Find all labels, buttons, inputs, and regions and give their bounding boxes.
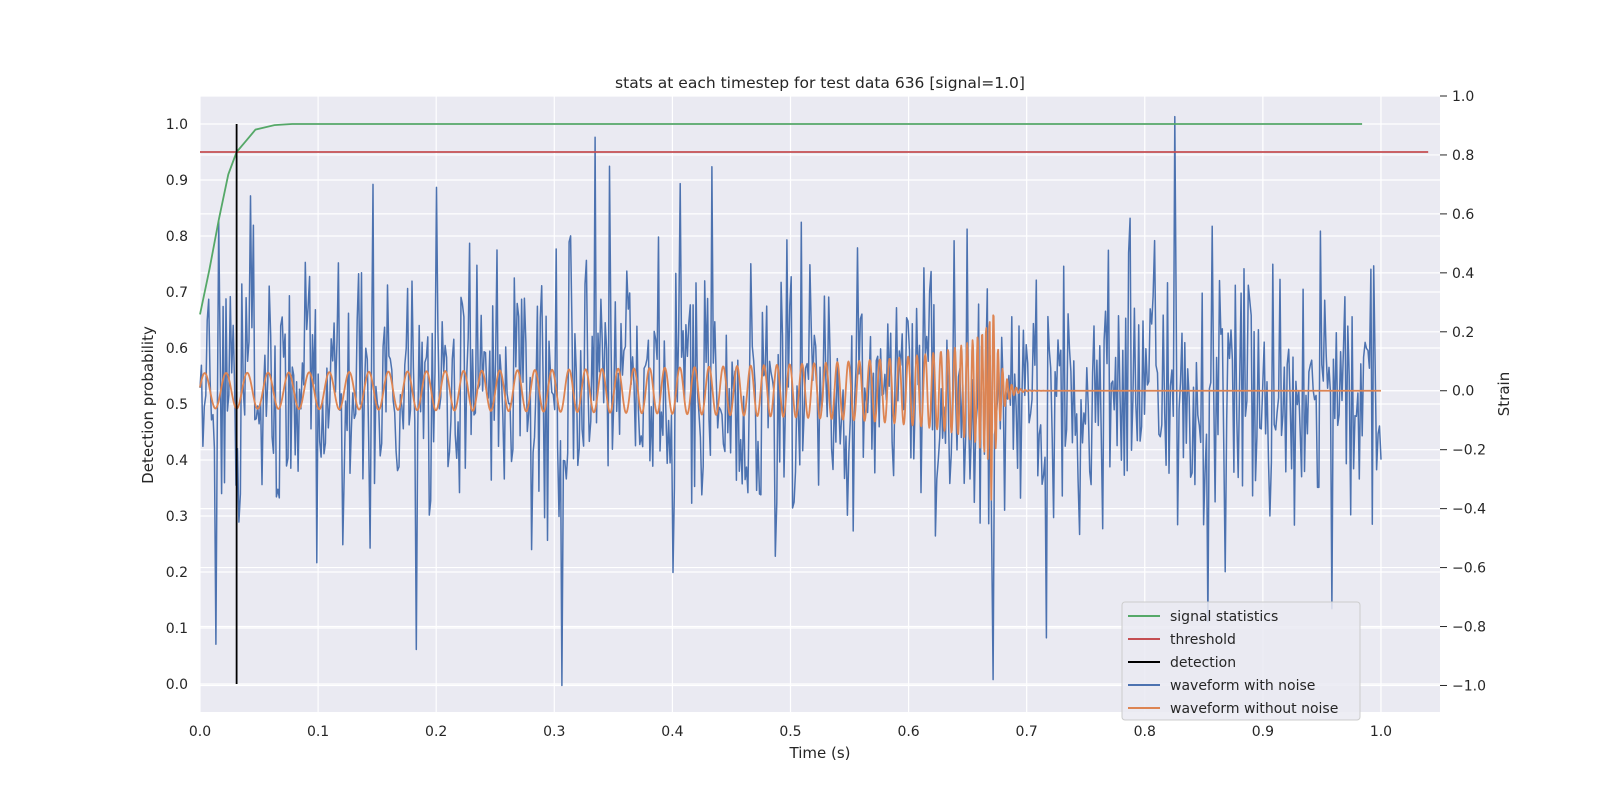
legend-label-signal: signal statistics [1170,609,1278,625]
x-tick-label: 1.0 [1370,724,1392,740]
y-right-tick-label: 1.0 [1452,89,1474,105]
y-left-tick-label: 0.8 [166,229,188,245]
y-right-tick-label: 0.2 [1452,325,1474,341]
x-tick-label: 0.8 [1134,724,1156,740]
series-waveform-with-noise [199,115,1382,687]
y-left-tick-label: 0.2 [166,565,188,581]
y-left-tick-label: 1.0 [166,117,188,133]
x-tick-label: 0.1 [307,724,329,740]
y-right-tick-label: 0.6 [1452,207,1474,223]
legend-box [1121,601,1361,721]
x-ticks: 0.0 0.1 0.2 0.3 0.4 0.5 0.6 0.7 0.8 0.9 1.0 [189,724,1392,740]
legend-label-noisy: waveform with noise [1170,678,1315,694]
y-right-tick-label: 0.8 [1452,148,1474,164]
x-tick-label: 0.9 [1252,724,1274,740]
y-right-tick-label: −0.4 [1452,502,1486,518]
legend-label-detection: detection [1170,655,1236,671]
x-axis-label: Time (s) [789,744,851,762]
series-waveform-without-noise [199,314,1382,501]
x-tick-label: 0.0 [189,724,211,740]
y-left-tick-label: 0.0 [166,677,188,693]
y-left-tick-label: 0.9 [166,173,188,189]
y-right-tick-label: 0.0 [1452,384,1474,400]
legend-label-clean: waveform without noise [1170,701,1338,717]
y-axis-right-label: Strain [1495,372,1513,416]
y-axis-left-label: Detection probability [139,326,157,484]
y-right-tick-label: −0.6 [1452,561,1486,577]
y-right-tick-label: −0.2 [1452,443,1486,459]
y-right-tick-label: −0.8 [1452,620,1486,636]
y-right-tick-label: −1.0 [1452,678,1486,694]
y-left-tick-label: 0.3 [166,509,188,525]
series-signal-statistics [199,123,1363,315]
series-layer [199,115,1429,687]
legend-label-threshold: threshold [1170,632,1236,648]
y-left-ticks: 0.0 0.1 0.2 0.3 0.4 0.5 0.6 0.7 0.8 0.9 1.0 [166,117,188,693]
y-right-ticks: −1.0 −0.8 −0.6 −0.4 −0.2 0.0 0.2 0.4 0.6 0.8 1.0 [1440,89,1486,694]
y-left-tick-label: 0.7 [166,285,188,301]
y-left-tick-label: 0.5 [166,397,188,413]
x-tick-label: 0.5 [779,724,801,740]
x-tick-label: 0.6 [897,724,919,740]
legend: signal statistics threshold detection wa… [1121,601,1361,721]
chart-title: stats at each timestep for test data 636… [615,74,1025,92]
y-right-tick-label: 0.4 [1452,266,1474,282]
x-tick-label: 0.4 [661,724,683,740]
x-tick-label: 0.2 [425,724,447,740]
y-left-tick-label: 0.6 [166,341,188,357]
y-left-tick-label: 0.4 [166,453,188,469]
x-tick-label: 0.3 [543,724,565,740]
x-tick-label: 0.7 [1016,724,1038,740]
y-left-tick-label: 0.1 [166,621,188,637]
